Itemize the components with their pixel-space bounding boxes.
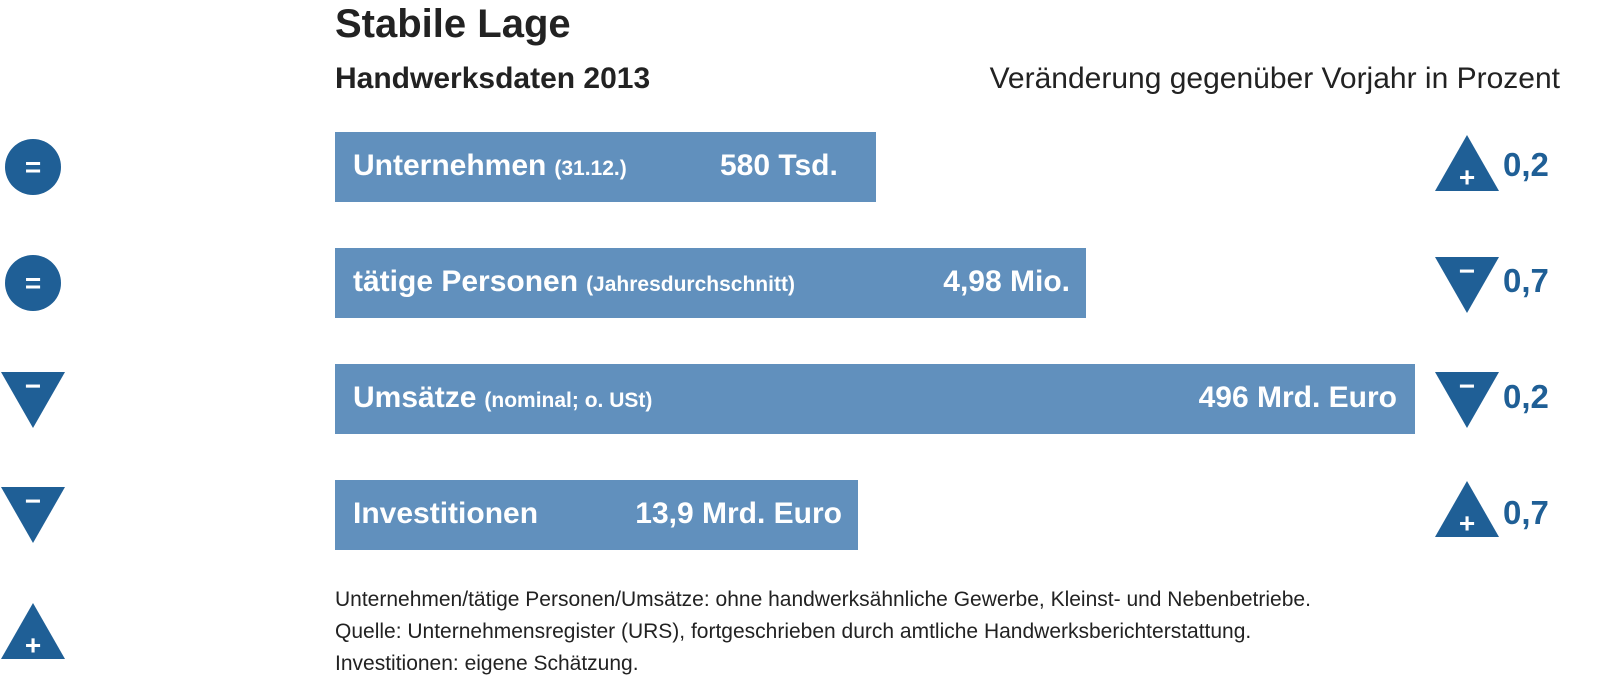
icon-symbol: − xyxy=(1459,371,1475,402)
icon-symbol: = xyxy=(25,152,41,183)
row-label: tätige Personen xyxy=(353,265,579,298)
subtitle: Handwerksdaten 2013 xyxy=(335,62,651,95)
row-bar: Investitionen 13,9 Mrd. Euro xyxy=(335,480,858,550)
down-triangle xyxy=(1435,372,1499,428)
row-bar: tätige Personen (Jahresdurchschnitt) 4,98… xyxy=(335,248,1086,318)
row-bar: Umsätze (nominal; o. USt) 496 Mrd. Euro xyxy=(335,364,1415,434)
change-value: 0,2 xyxy=(1503,378,1549,415)
down-triangle xyxy=(1435,257,1499,313)
footnote: Quelle: Unternehmensregister (URS), fort… xyxy=(335,620,1252,643)
row-bar: Unternehmen (31.12.) 580 Tsd. xyxy=(335,132,876,202)
row-value: 4,98 Mio. xyxy=(943,265,1070,298)
row-value: 496 Mrd. Euro xyxy=(1198,381,1397,414)
icon-symbol: − xyxy=(25,486,41,517)
up-triangle xyxy=(1435,135,1499,191)
change-value: 0,7 xyxy=(1503,262,1549,299)
down-triangle xyxy=(1,487,65,543)
up-triangle xyxy=(1435,481,1499,537)
icon-symbol: − xyxy=(25,371,41,402)
up-triangle xyxy=(1,603,65,659)
change-value: 0,2 xyxy=(1503,146,1549,183)
change-value: 0,7 xyxy=(1503,494,1549,531)
title: Stabile Lage xyxy=(335,2,571,46)
row-label: Investitionen xyxy=(353,497,539,530)
row-value: 580 Tsd. xyxy=(720,149,838,182)
footnote: Unternehmen/tätige Personen/Umsätze: ohn… xyxy=(335,588,1311,611)
icon-symbol: + xyxy=(25,630,41,661)
footnote: Investitionen: eigene Schätzung. xyxy=(335,652,639,675)
row-label-wrap: Unternehmen (31.12.) xyxy=(353,149,627,183)
row-note: (31.12.) xyxy=(554,157,627,180)
row-label: Umsätze xyxy=(353,381,477,414)
icon-symbol: + xyxy=(1459,162,1475,193)
row-label-wrap: tätige Personen (Jahresdurchschnitt) xyxy=(353,265,795,299)
row-label-wrap: Umsätze (nominal; o. USt) xyxy=(353,381,652,415)
icon-symbol: + xyxy=(1459,508,1475,539)
row-value: 13,9 Mrd. Euro xyxy=(635,497,842,530)
icon-symbol: − xyxy=(1459,256,1475,287)
circle-icon xyxy=(5,255,61,311)
column-header: Veränderung gegenüber Vorjahr in Prozent xyxy=(989,62,1560,95)
circle-icon xyxy=(5,139,61,195)
row-note: (Jahresdurchschnitt) xyxy=(586,273,795,296)
down-triangle xyxy=(1,372,65,428)
icon-symbol: = xyxy=(25,268,41,299)
row-label-wrap: Investitionen xyxy=(353,497,538,531)
row-label: Unternehmen xyxy=(353,149,547,182)
row-note: (nominal; o. USt) xyxy=(484,389,653,412)
